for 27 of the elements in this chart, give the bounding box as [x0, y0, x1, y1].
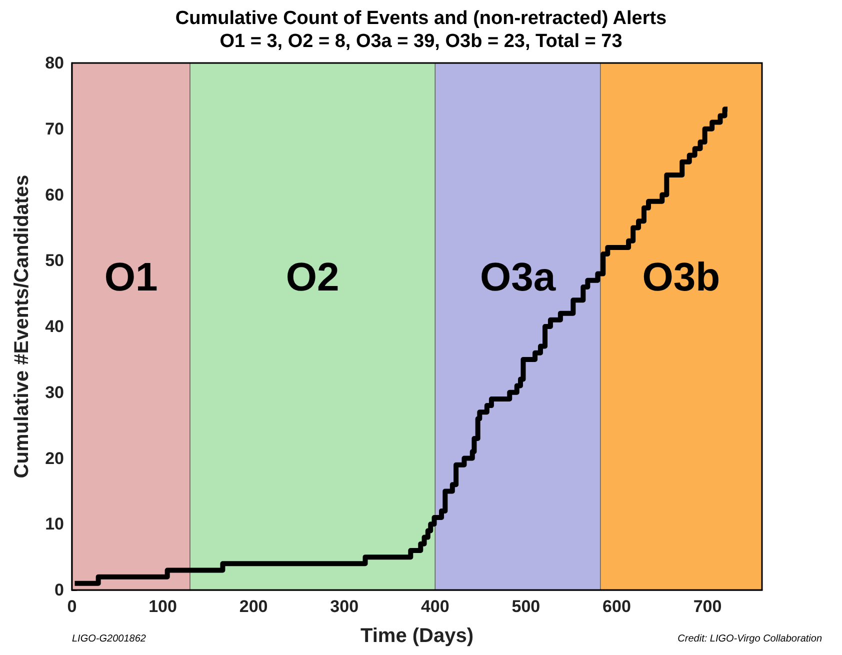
y-tick-label: 40 [45, 317, 64, 336]
x-tick-label: 500 [512, 597, 540, 616]
y-tick-label: 50 [45, 251, 64, 270]
band-label: O2 [286, 256, 340, 300]
band-label: O1 [104, 256, 158, 300]
x-tick-label: 0 [67, 597, 77, 616]
x-tick-label: 100 [148, 597, 177, 616]
y-tick-label: 20 [45, 448, 64, 468]
chart-title: Cumulative Count of Events and (non-retracted) Alerts [175, 8, 667, 29]
text: LIGO-G2001862 [72, 634, 146, 644]
y-tick-label: 10 [45, 514, 64, 534]
band-label: O3b [642, 256, 720, 300]
band-label: O3a [480, 256, 556, 300]
x-tick-label: 600 [602, 597, 631, 616]
y-tick-label: 70 [45, 119, 64, 138]
x-tick-label: 400 [420, 597, 450, 616]
y-axis-title: Cumulative #Events/Candidates [11, 174, 33, 478]
y-tick-label: 60 [45, 185, 64, 204]
y-tick-label: 0 [54, 580, 64, 600]
chart-subtitle: O1 = 3, O2 = 8, O3a = 39, O3b = 23, Total = 73 [220, 31, 622, 52]
x-tick-label: 300 [330, 597, 359, 616]
text: Credit: LIGO-Virgo Collaboration [678, 634, 822, 644]
x-tick-label: 200 [239, 597, 268, 616]
y-tick-label: 80 [45, 54, 64, 72]
y-tick-label: 30 [45, 382, 64, 402]
x-tick-label: 700 [693, 597, 722, 616]
x-axis-title: Time (Days) [360, 625, 474, 647]
